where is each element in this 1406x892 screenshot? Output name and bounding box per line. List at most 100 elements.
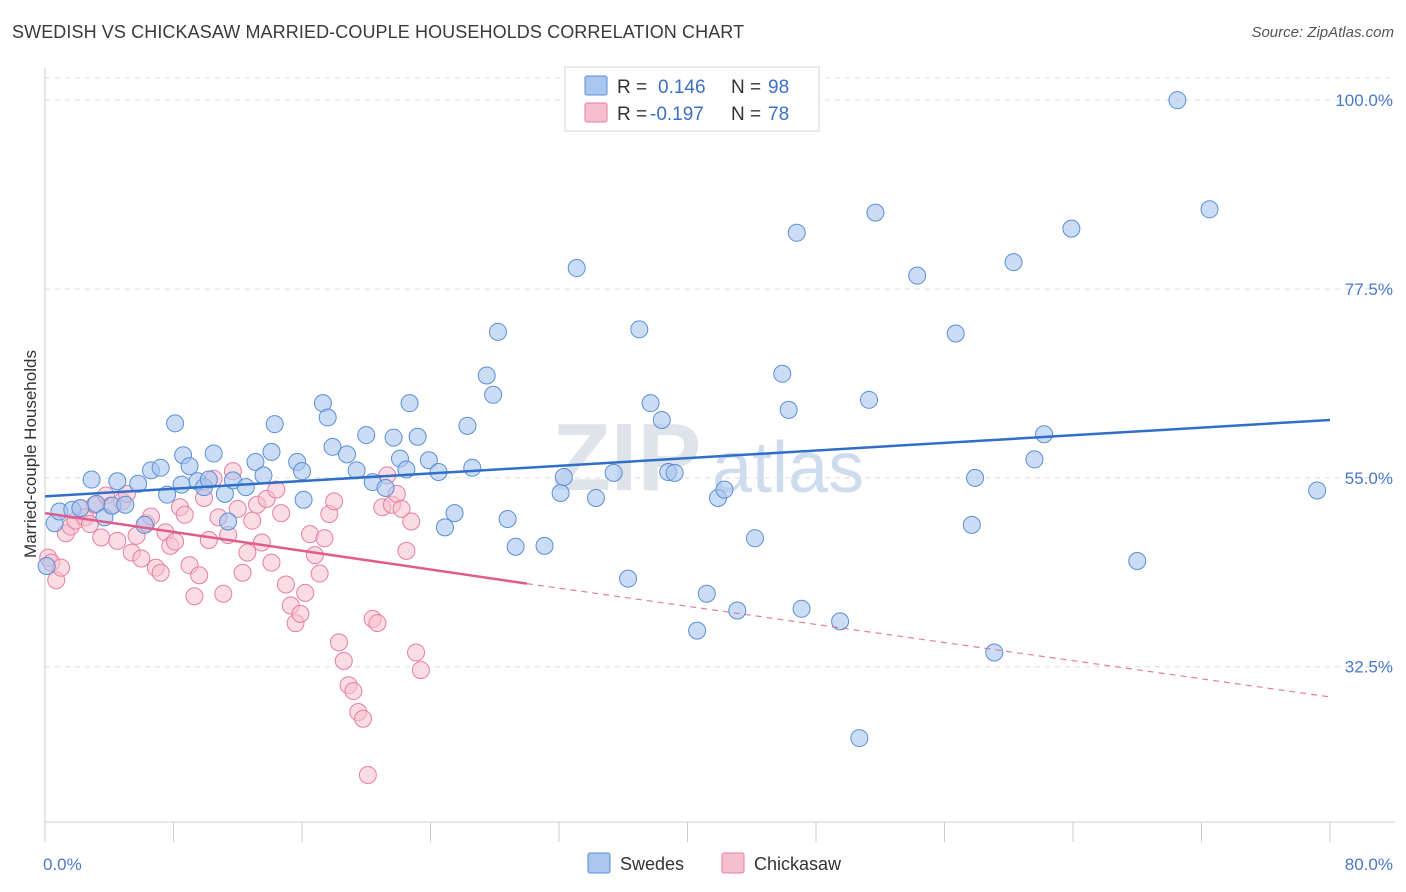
swedes-point: [108, 472, 127, 491]
legend-swatch-swedes: [584, 75, 608, 96]
chickasaw-point: [329, 633, 348, 652]
swedes-point: [652, 410, 671, 429]
swedes-point: [554, 468, 573, 487]
chickasaw-point: [334, 651, 353, 670]
swedes-point: [458, 416, 477, 435]
legend-chickasaw-n-label: N =: [731, 104, 761, 125]
swedes-point: [850, 729, 869, 748]
chickasaw-point: [305, 546, 324, 565]
chickasaw-point: [344, 682, 363, 701]
swedes-point: [787, 223, 806, 242]
swedes-point: [831, 612, 850, 631]
chickasaw-point: [358, 765, 377, 784]
swedes-point: [1168, 91, 1187, 110]
swedes-point: [199, 470, 218, 489]
swedes-point: [419, 451, 438, 470]
swedes-point: [463, 458, 482, 477]
swedes-point: [779, 400, 798, 419]
swedes-point: [773, 364, 792, 383]
swedes-point: [400, 394, 419, 413]
y-axis-label: Married-couple Households: [21, 350, 40, 558]
chickasaw-point: [402, 512, 421, 531]
chart-title: SWEDISH VS CHICKASAW MARRIED-COUPLE HOUS…: [12, 22, 745, 42]
chickasaw-point: [233, 563, 252, 582]
swedes-point: [408, 427, 427, 446]
chickasaw-point: [397, 541, 416, 560]
chickasaw-point: [228, 499, 247, 518]
bottom-legend-swatch-swedes: [587, 852, 611, 874]
chickasaw-point: [214, 584, 233, 603]
chickasaw-point: [411, 661, 430, 680]
chickasaw-point: [243, 511, 262, 530]
swedes-point: [254, 466, 273, 485]
swedes-point: [129, 474, 148, 493]
y-tick-label: 55.0%: [1345, 469, 1393, 488]
chickasaw-point: [185, 587, 204, 606]
chickasaw-point: [199, 530, 218, 549]
swedes-point: [567, 259, 586, 278]
swedes-point: [180, 457, 199, 476]
watermark-atlas: atlas: [712, 428, 864, 508]
trend-lines: [44, 418, 1331, 698]
chickasaw-point: [407, 643, 426, 662]
watermark: ZIP atlas: [552, 404, 864, 511]
chickasaw-point: [291, 604, 310, 623]
swedes-point: [236, 478, 255, 497]
chickasaw-point: [315, 529, 334, 548]
swedes-point: [665, 463, 684, 482]
chickasaw-trend-line: [44, 511, 528, 585]
swedes-point: [860, 390, 879, 409]
swedes-point: [1025, 450, 1044, 469]
swedes-point: [204, 444, 223, 463]
swedes-point: [477, 366, 496, 385]
swedes-point: [323, 437, 342, 456]
swedes-point: [1062, 219, 1081, 238]
legend-swatch-chickasaw: [584, 102, 608, 123]
swedes-point: [37, 557, 56, 576]
chickasaw-point: [296, 583, 315, 602]
chickasaw-point: [262, 553, 281, 572]
swedes-point: [318, 408, 337, 427]
swedes-point: [357, 426, 376, 445]
legend-swedes-n-value: 98: [768, 77, 789, 98]
chickasaw-trend-dashed: [526, 583, 1331, 698]
x-tick-label: 0.0%: [43, 855, 82, 874]
swedes-point: [337, 445, 356, 464]
swedes-point: [745, 529, 764, 548]
chickasaw-point: [368, 614, 387, 633]
swedes-point: [376, 478, 395, 497]
chickasaw-point: [166, 532, 185, 551]
swedes-point: [728, 601, 747, 620]
y-tick-label: 100.0%: [1335, 91, 1393, 110]
swedes-point: [172, 475, 191, 494]
swedes-point: [962, 515, 981, 534]
swedes-point: [715, 480, 734, 499]
swedes-trend-line: [44, 418, 1331, 498]
chickasaw-point: [354, 709, 373, 728]
swedes-point: [586, 489, 605, 508]
legend-swedes-r-value: 0.146: [658, 77, 706, 98]
legend-swedes-r-label: R =: [617, 77, 647, 98]
swedes-point: [246, 452, 265, 471]
legend-chickasaw-r-label: R =: [617, 104, 647, 125]
swedes-point: [82, 470, 101, 489]
legend: R = 0.146 N = 98 R = -0.197 N = 78: [564, 66, 820, 132]
chickasaw-point: [108, 531, 127, 550]
chickasaw-point: [276, 575, 295, 594]
chickasaw-point: [252, 533, 271, 552]
swedes-point: [985, 643, 1004, 662]
swedes-point: [1035, 425, 1054, 444]
y-tick-label: 32.5%: [1345, 658, 1393, 677]
chickasaw-point: [325, 492, 344, 511]
swedes-point: [488, 322, 507, 341]
bottom-legend-swedes: Swedes: [620, 854, 684, 874]
swedes-point: [445, 504, 464, 523]
y-tick-label: 77.5%: [1345, 280, 1393, 299]
swedes-point: [966, 468, 985, 487]
legend-chickasaw-r-value: -0.197: [650, 104, 704, 125]
swedes-point: [619, 569, 638, 588]
swedes-point: [641, 394, 660, 413]
chickasaw-point: [175, 505, 194, 524]
swedes-point: [294, 490, 313, 509]
